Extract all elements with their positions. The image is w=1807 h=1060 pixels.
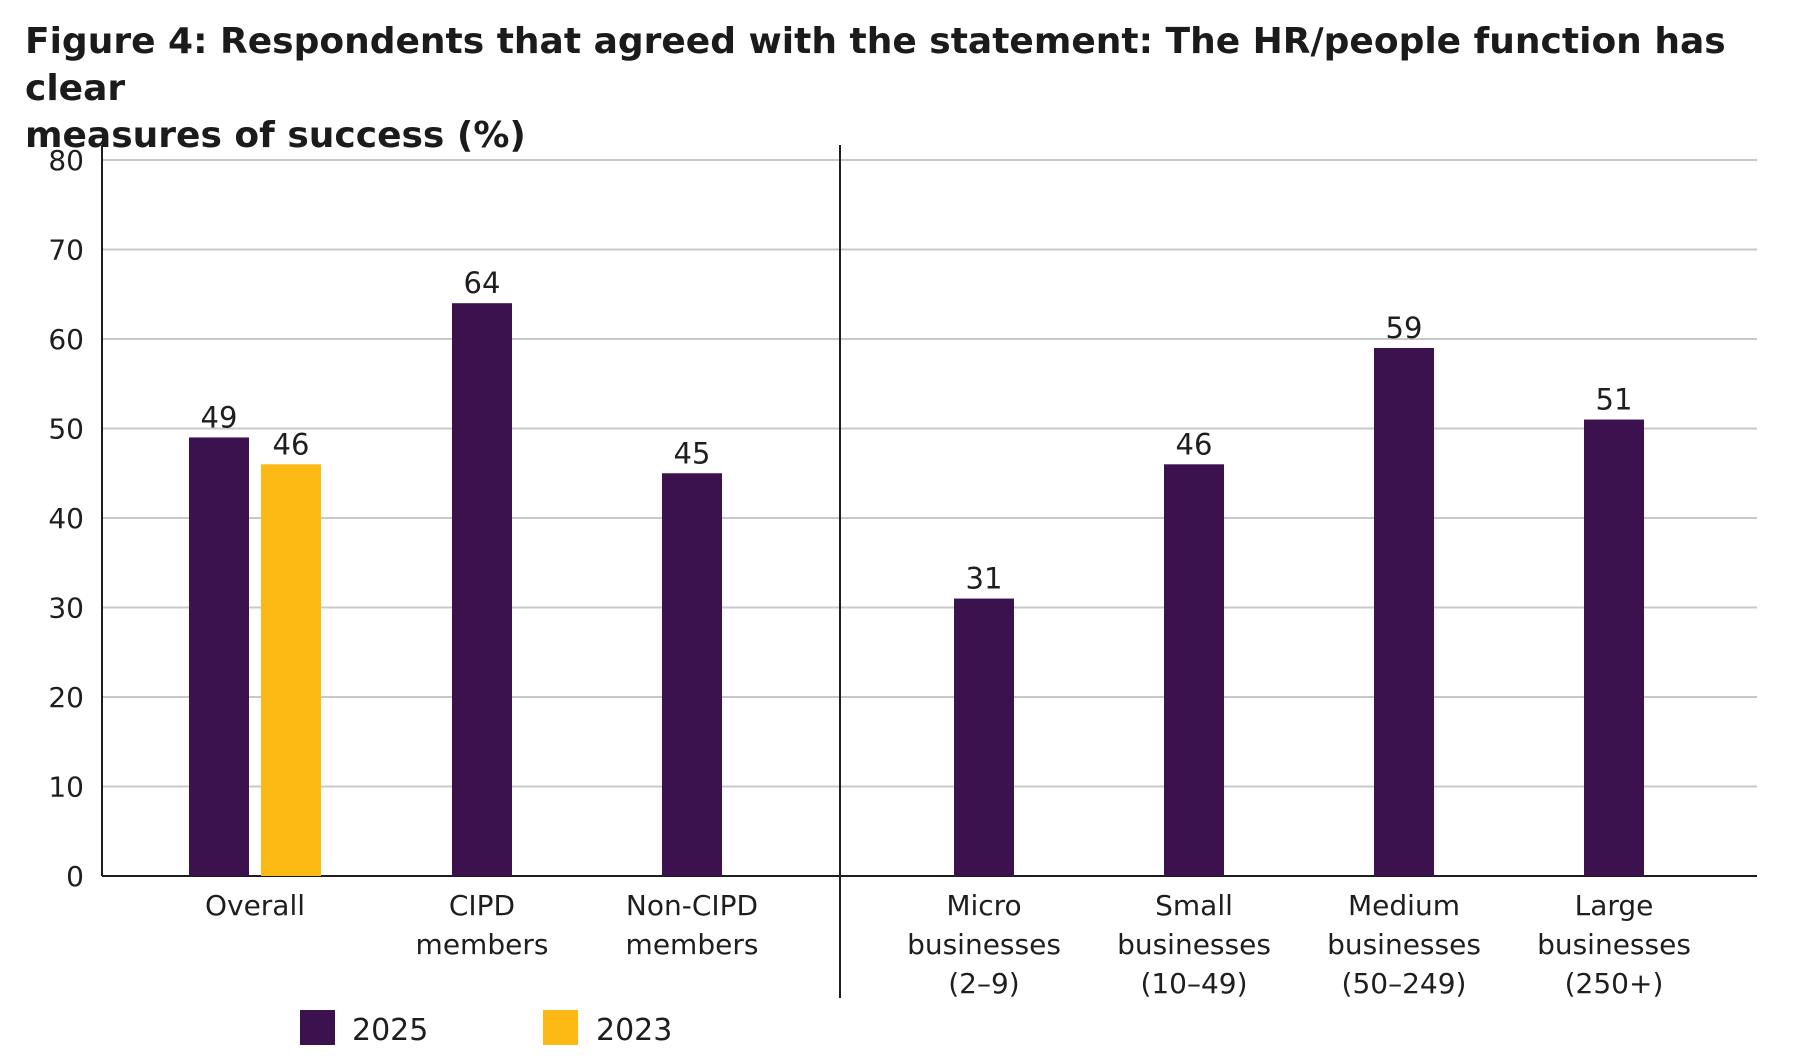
- bar-2025: [189, 437, 249, 876]
- chart-title-line-1: Figure 4: Respondents that agreed with t…: [25, 21, 1726, 109]
- chart-title: Figure 4: Respondents that agreed with t…: [25, 18, 1765, 159]
- bar-2025: [1584, 419, 1644, 876]
- data-label: 45: [674, 436, 711, 470]
- bar-2025: [1164, 464, 1224, 876]
- legend-label-2023: 2023: [596, 1013, 672, 1048]
- y-tick-label: 60: [48, 323, 84, 356]
- data-label: 51: [1596, 383, 1633, 417]
- data-label: 59: [1386, 311, 1423, 345]
- x-tick-label: members: [416, 928, 549, 961]
- legend-swatch-2023: [543, 1010, 578, 1045]
- bar-2025: [954, 598, 1014, 876]
- x-tick-label: businesses: [1117, 928, 1271, 961]
- x-tick-label: members: [626, 928, 759, 961]
- x-tick-label: businesses: [1327, 928, 1481, 961]
- x-tick-label: Medium: [1348, 889, 1460, 922]
- data-label: 46: [273, 427, 310, 461]
- chart-title-line-2: measures of success (%): [25, 115, 526, 156]
- x-tick-label: businesses: [907, 928, 1061, 961]
- x-tick-label: (2–9): [948, 967, 1019, 1000]
- y-tick-label: 0: [66, 860, 84, 893]
- data-label: 64: [464, 266, 501, 300]
- legend-swatch-2025: [300, 1010, 335, 1045]
- x-tick-label: Small: [1155, 889, 1233, 922]
- bar-2023: [261, 464, 321, 876]
- data-label: 46: [1176, 427, 1213, 461]
- x-tick-label: Overall: [205, 889, 305, 922]
- y-tick-label: 50: [48, 413, 84, 446]
- legend-label-2025: 2025: [352, 1013, 428, 1048]
- x-tick-label: Large: [1575, 889, 1654, 922]
- x-tick-label: CIPD: [449, 889, 515, 922]
- x-tick-label: (250+): [1565, 967, 1664, 1000]
- y-tick-label: 20: [48, 681, 84, 714]
- y-tick-label: 80: [48, 144, 84, 177]
- data-label: 31: [966, 562, 1003, 596]
- bar-2025: [452, 303, 512, 876]
- bar-2025: [1374, 347, 1434, 876]
- y-tick-label: 40: [48, 502, 84, 535]
- x-tick-label: Micro: [946, 889, 1021, 922]
- bar-2025: [662, 473, 722, 876]
- y-tick-label: 70: [48, 234, 84, 267]
- y-tick-label: 30: [48, 592, 84, 625]
- x-tick-label: Non-CIPD: [626, 889, 758, 922]
- x-tick-label: businesses: [1537, 928, 1691, 961]
- y-tick-label: 10: [48, 771, 84, 804]
- data-label: 49: [201, 400, 238, 434]
- x-tick-label: (50–249): [1342, 967, 1467, 1000]
- x-tick-label: (10–49): [1140, 967, 1247, 1000]
